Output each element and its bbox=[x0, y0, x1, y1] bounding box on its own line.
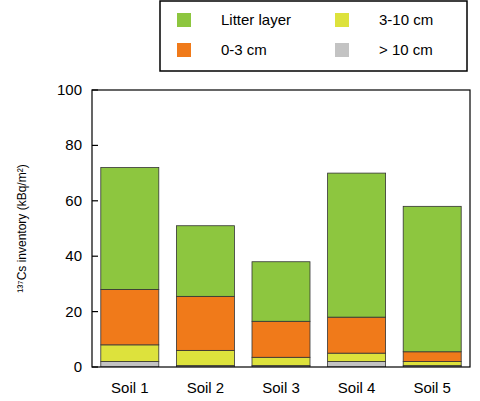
legend-label: Litter layer bbox=[221, 11, 291, 28]
y-tick bbox=[92, 200, 98, 201]
x-tick-label: Soil 3 bbox=[262, 379, 300, 396]
x-tick-label: Soil 4 bbox=[338, 379, 376, 396]
bar-segment bbox=[403, 361, 461, 365]
bar-segment bbox=[101, 361, 159, 367]
bar-segment bbox=[403, 206, 461, 351]
bar-segment bbox=[176, 350, 234, 365]
legend-label: 3-10 cm bbox=[379, 11, 433, 28]
bar-segment bbox=[101, 289, 159, 344]
y-tick-label: 80 bbox=[65, 136, 82, 153]
x-tick-label: Soil 2 bbox=[187, 379, 225, 396]
bar-segment bbox=[252, 262, 310, 322]
y-tick bbox=[92, 256, 98, 257]
legend-swatch bbox=[335, 13, 349, 27]
x-tick-label: Soil 5 bbox=[413, 379, 451, 396]
bar-segment bbox=[403, 352, 461, 362]
legend-label: 0-3 cm bbox=[221, 41, 267, 58]
bar-segment bbox=[176, 296, 234, 350]
legend-label: > 10 cm bbox=[379, 41, 433, 58]
bar-segment bbox=[101, 168, 159, 290]
x-tick-label: Soil 1 bbox=[111, 379, 149, 396]
y-axis-label: ¹³⁷Cs inventory (kBq/m²) bbox=[15, 164, 29, 292]
y-tick-label: 0 bbox=[74, 358, 82, 375]
bar-segment bbox=[176, 226, 234, 297]
bar-segment bbox=[328, 361, 386, 367]
bar-segment bbox=[328, 317, 386, 353]
bar-segment bbox=[252, 357, 310, 365]
y-tick-label: 100 bbox=[57, 81, 82, 98]
bars bbox=[101, 168, 461, 367]
bar-segment bbox=[328, 173, 386, 317]
y-tick-label: 60 bbox=[65, 192, 82, 209]
y-tick bbox=[92, 145, 98, 146]
legend-swatch bbox=[335, 43, 349, 57]
y-tick bbox=[92, 311, 98, 312]
legend-swatch bbox=[177, 13, 191, 27]
y-tick-label: 40 bbox=[65, 247, 82, 264]
bar-segment bbox=[328, 353, 386, 361]
y-tick bbox=[92, 366, 98, 367]
bar-segment bbox=[101, 345, 159, 362]
y-tick-label: 20 bbox=[65, 303, 82, 320]
plot-frame bbox=[92, 90, 470, 367]
legend-swatch bbox=[177, 43, 191, 57]
bar-segment bbox=[252, 321, 310, 357]
legend-box bbox=[160, 1, 467, 71]
y-tick bbox=[92, 89, 98, 90]
